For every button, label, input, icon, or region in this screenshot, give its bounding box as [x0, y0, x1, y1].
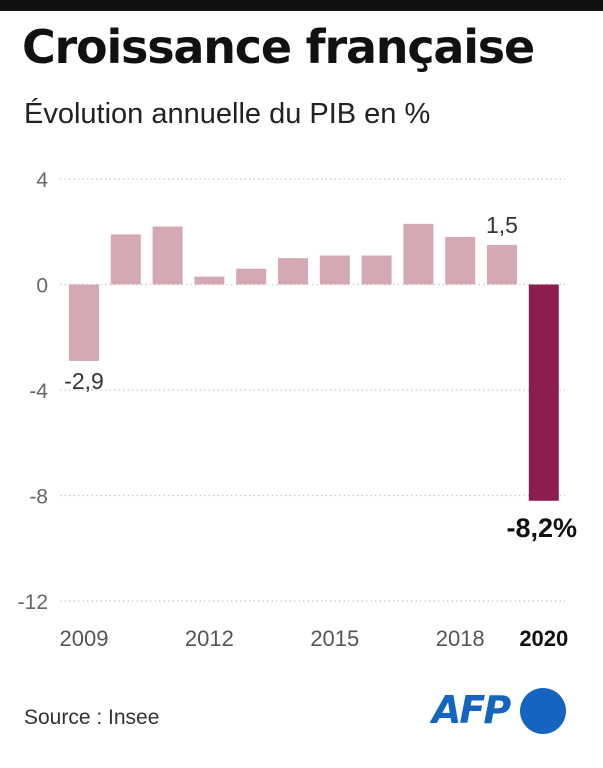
afp-logo: AFP	[432, 684, 572, 738]
x-tick-label: 2012	[185, 626, 234, 651]
y-tick-label: -4	[29, 380, 48, 403]
bar-2016	[361, 255, 392, 285]
chart-title: Croissance française	[22, 20, 535, 74]
bar-chart: 4 0 -4 -8 -12 -2,9 1,5 -8,2% 2009 2012 2015 2018 202…	[18, 169, 578, 651]
bar-2011	[152, 226, 183, 285]
source-note: Source : Insee	[24, 706, 160, 729]
bar-2010	[110, 234, 141, 285]
y-tick-label: 0	[36, 275, 48, 298]
x-tick-label: 2015	[310, 626, 359, 651]
bar-2013	[236, 268, 267, 285]
x-tick-label: 2020	[519, 626, 568, 651]
bar-2014	[278, 258, 308, 285]
bar-2018	[445, 237, 476, 285]
data-label-2019: 1,5	[486, 212, 518, 238]
chart-subtitle: Évolution annuelle du PIB en %	[24, 98, 431, 130]
y-tick-label: -12	[18, 591, 48, 614]
afp-logo-dot-icon	[520, 688, 566, 734]
bar-2020	[528, 284, 559, 501]
y-tick-label: 4	[36, 169, 48, 192]
x-tick-label: 2009	[60, 626, 109, 651]
y-tick-label: -8	[29, 486, 48, 509]
data-label-2009: -2,9	[64, 368, 104, 394]
top-rule	[0, 0, 603, 11]
bar-2019	[487, 244, 517, 285]
x-tick-label: 2018	[436, 626, 485, 651]
afp-logo-text: AFP	[432, 688, 511, 732]
bar-2015	[319, 255, 350, 285]
bar-2017	[403, 223, 434, 285]
data-label-2020: -8,2%	[507, 513, 578, 543]
bar-2009	[69, 284, 99, 361]
bar-2012	[194, 276, 225, 285]
